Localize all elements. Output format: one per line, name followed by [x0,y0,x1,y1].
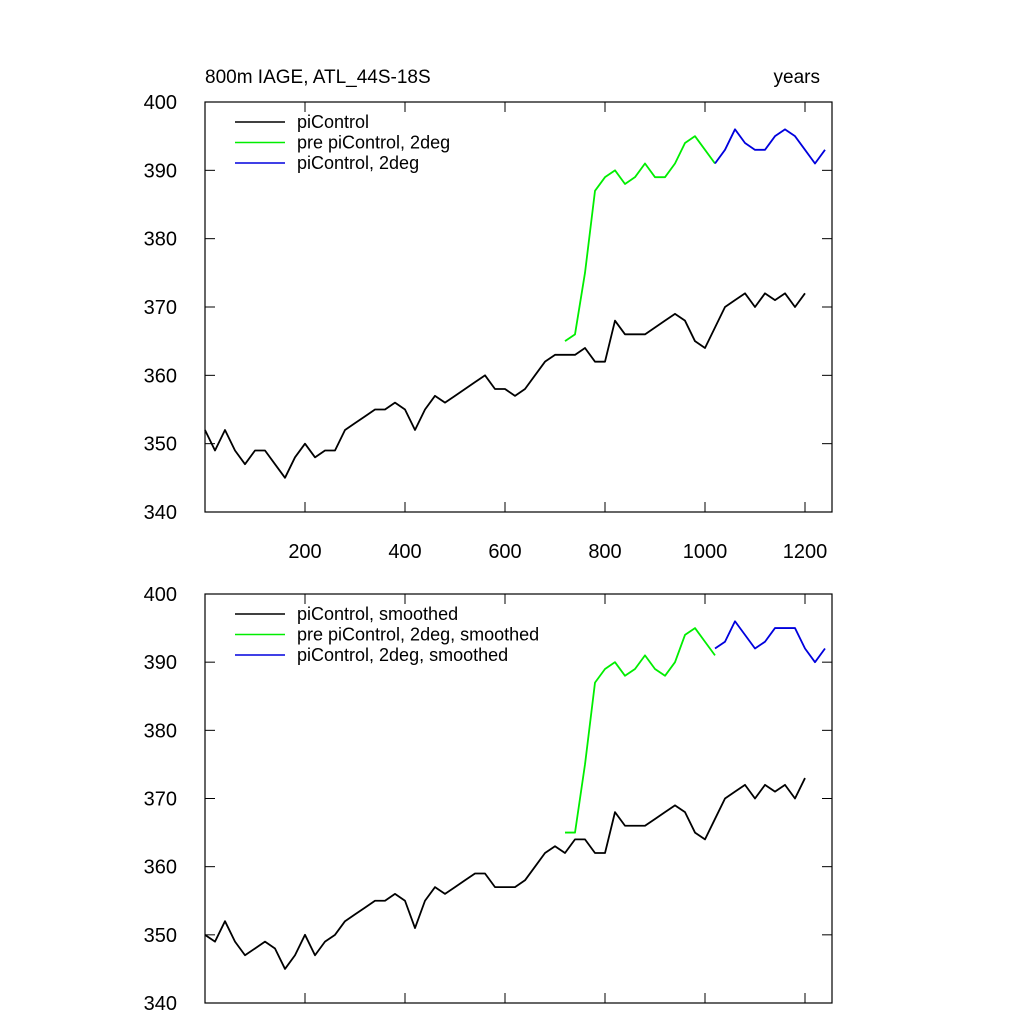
x-tick-label: 1200 [783,541,828,563]
data-line [204,777,806,970]
data-line [564,135,716,342]
y-tick-label: 400 [144,584,177,606]
y-tick-label: 360 [144,857,177,879]
data-line [714,128,826,165]
x-tick-label: 200 [288,541,321,563]
chart-title-right: years [774,67,820,88]
x-tick-label: 400 [388,541,421,563]
x-tick-label: 600 [488,541,521,563]
y-tick-label: 370 [144,789,177,811]
x-tick-label: 800 [588,541,621,563]
y-tick-label: 350 [144,925,177,947]
y-tick-label: 340 [144,993,177,1015]
data-line [565,627,716,834]
y-tick-label: 380 [144,229,177,251]
legend-label: piControl, 2deg [297,153,419,173]
y-tick-label: 370 [144,297,177,319]
plot-frame [204,593,833,1004]
x-tick-label: 1000 [683,541,728,563]
legend-label: pre piControl, 2deg, smoothed [297,625,539,645]
y-tick-label: 350 [144,434,177,456]
y-tick-label: 340 [144,502,177,524]
y-tick-label: 360 [144,365,177,387]
chart-title: 800m IAGE, ATL_44S-18S [205,67,431,88]
data-line [204,292,806,479]
y-tick-label: 390 [144,160,177,182]
plot-frame [204,101,833,513]
legend-label: piControl [297,112,369,132]
legend-label: pre piControl, 2deg [297,133,450,153]
y-tick-label: 400 [144,92,177,114]
data-line [714,620,826,664]
legend-label: piControl, smoothed [297,604,458,624]
y-tick-label: 390 [144,652,177,674]
legend-label: piControl, 2deg, smoothed [297,645,508,665]
y-tick-label: 380 [144,720,177,742]
